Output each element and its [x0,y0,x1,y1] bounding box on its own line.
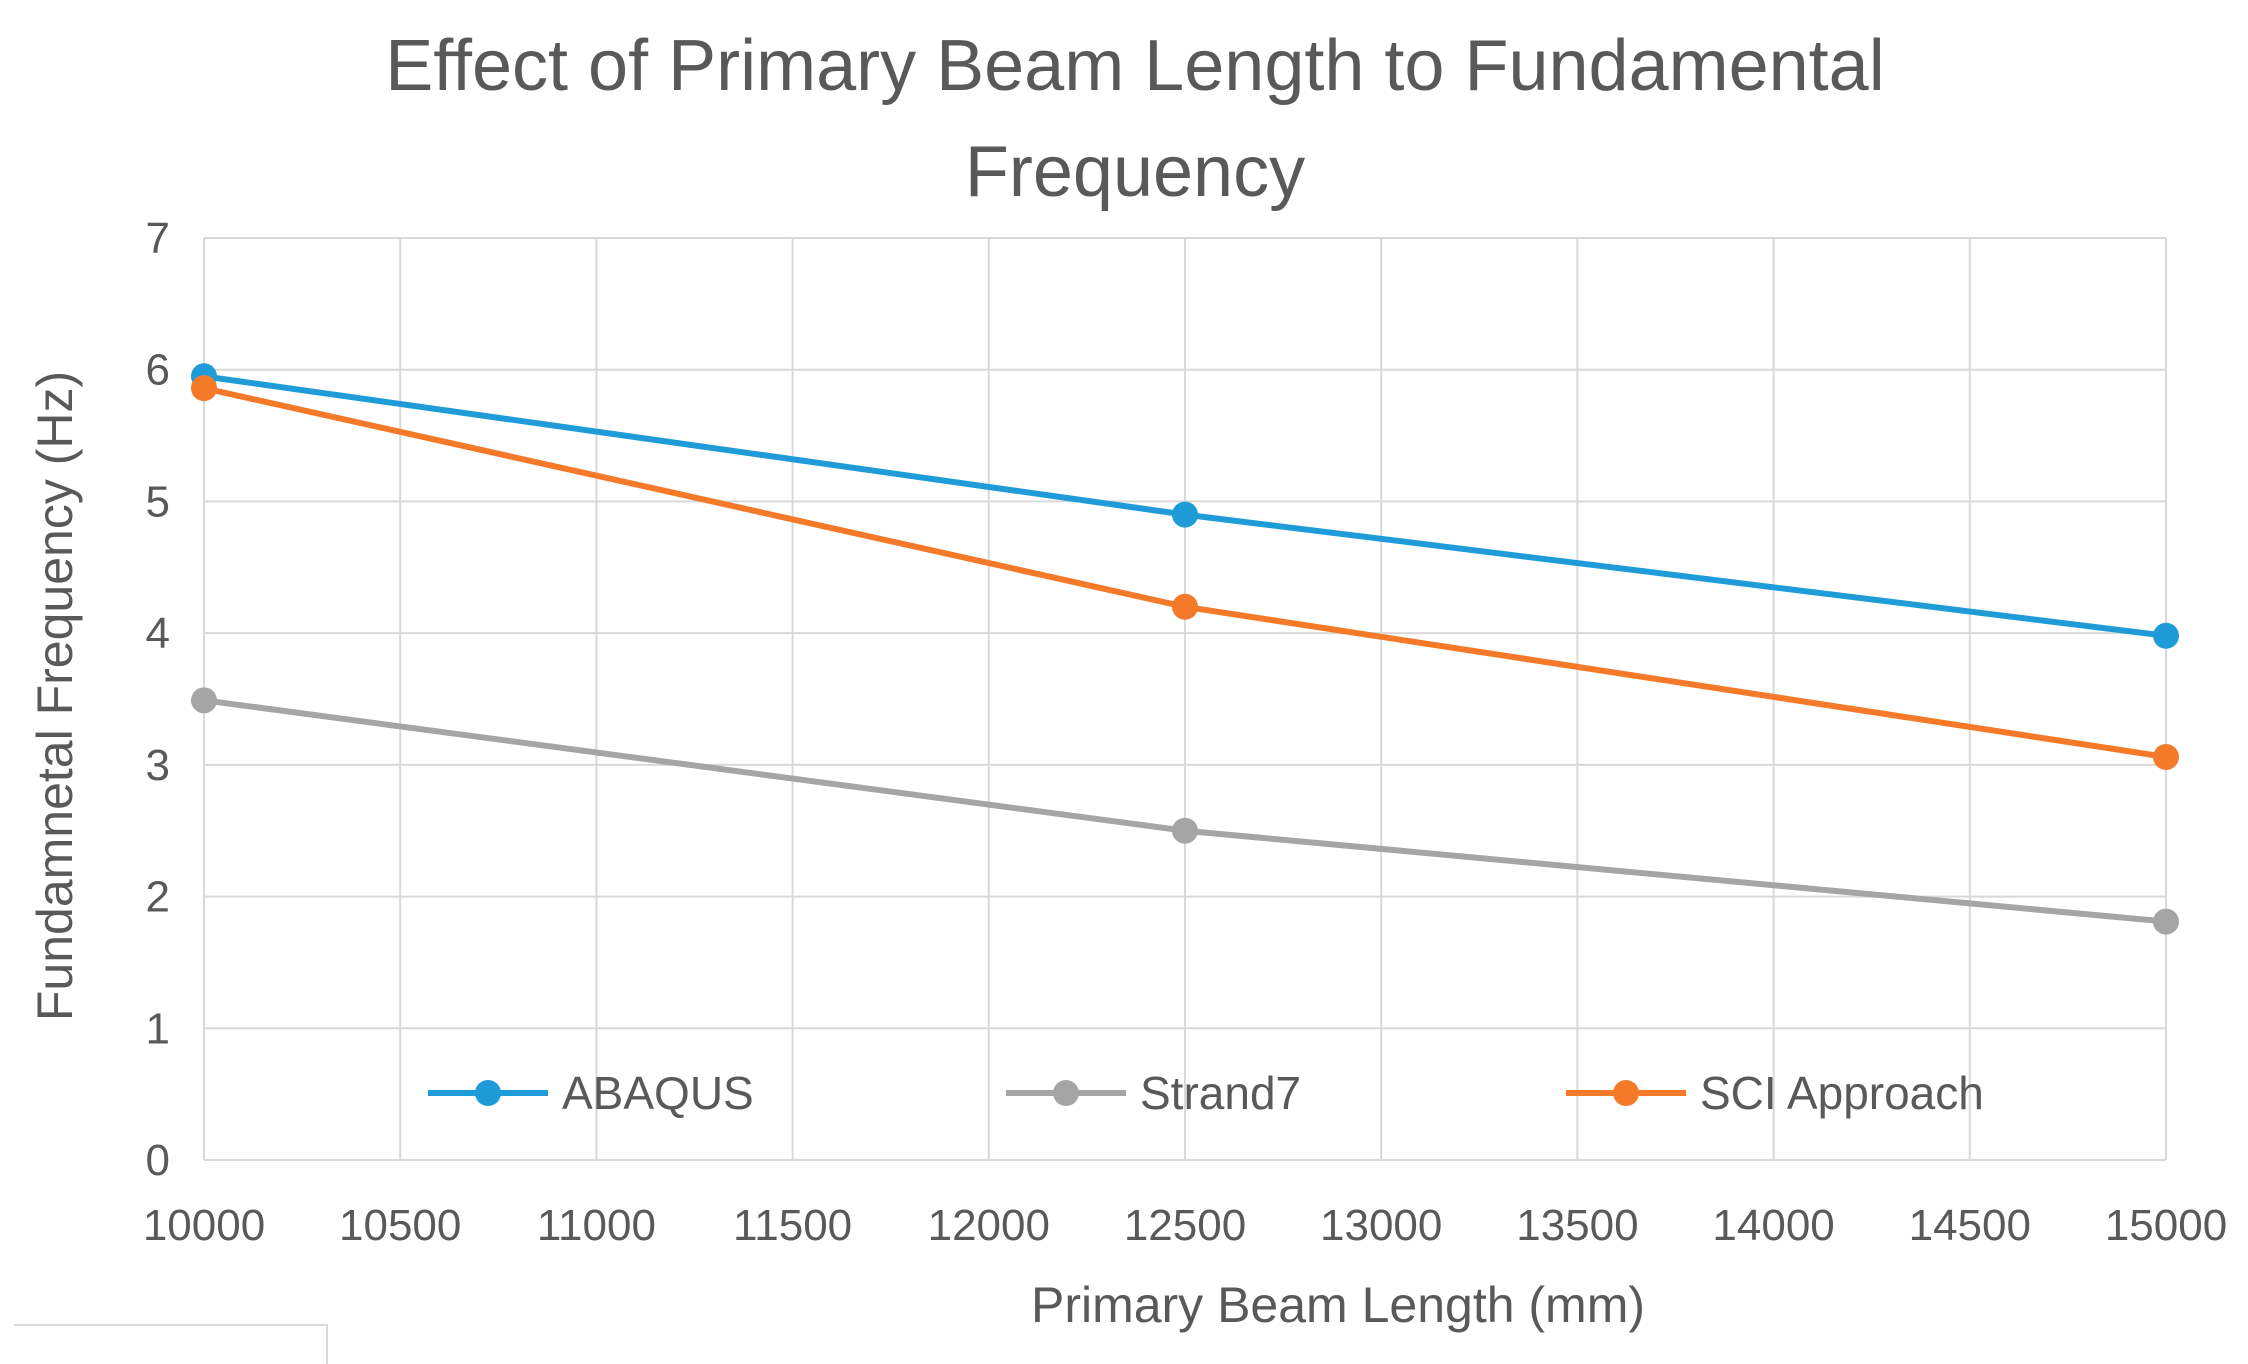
legend-item-abaqus: ABAQUS [428,1067,754,1119]
legend-marker-strand7 [1053,1080,1079,1106]
y-tick-label-2: 2 [146,873,170,922]
legend-item-sci-approach: SCI Approach [1566,1067,1984,1119]
x-tick-label-13500: 13500 [1516,1201,1638,1250]
corner-frame [14,1324,328,1364]
series-layer [191,363,2179,935]
y-tick-label-6: 6 [146,346,170,395]
legend-label-strand7: Strand7 [1140,1067,1301,1119]
x-tick-label-14000: 14000 [1712,1201,1834,1250]
data-point-sci-approach-15000 [2153,743,2179,770]
y-tick-label-5: 5 [146,477,170,526]
legend-marker-sci-approach [1613,1080,1639,1106]
tick-labels: 0 1 2 3 4 5 6 7 10000 10500 11000 11500 12000 12500 13… [143,214,2227,1250]
data-point-strand7-10000 [191,687,217,714]
x-tick-label-14500: 14500 [1909,1201,2031,1250]
y-tick-label-7: 7 [146,214,170,263]
x-tick-label-12500: 12500 [1124,1201,1246,1250]
x-tick-label-13000: 13000 [1320,1201,1442,1250]
x-tick-label-15000: 15000 [2105,1201,2227,1250]
data-point-strand7-15000 [2153,908,2179,935]
legend-marker-abaqus [475,1080,501,1106]
y-axis-title: Fundamnetal Frequency (Hz) [27,371,83,1021]
y-tick-label-3: 3 [146,741,170,790]
y-tick-label-4: 4 [146,609,170,658]
data-point-abaqus-12500 [1172,501,1198,528]
data-point-abaqus-15000 [2153,622,2179,649]
legend-label-sci-approach: SCI Approach [1700,1067,1984,1119]
legend: ABAQUS Strand7 SCI Approach [428,1067,1984,1119]
x-tick-label-11500: 11500 [733,1201,852,1250]
x-tick-label-12000: 12000 [928,1201,1050,1250]
chart-title-line-2: Frequency [965,132,1305,212]
data-point-strand7-12500 [1172,817,1198,844]
legend-item-strand7: Strand7 [1006,1067,1301,1119]
x-tick-label-11000: 11000 [537,1201,656,1250]
chart-title-line-1: Effect of Primary Beam Length to Fundame… [385,26,1884,106]
x-tick-label-10000: 10000 [143,1201,265,1250]
x-axis-title: Primary Beam Length (mm) [1031,1277,1645,1333]
data-point-sci-approach-12500 [1172,593,1198,620]
y-tick-label-1: 1 [146,1004,170,1053]
data-point-sci-approach-10000 [191,375,217,402]
legend-label-abaqus: ABAQUS [562,1067,754,1119]
y-tick-label-0: 0 [146,1136,170,1185]
gridlines [203,237,2167,1161]
x-tick-label-10500: 10500 [339,1201,461,1250]
